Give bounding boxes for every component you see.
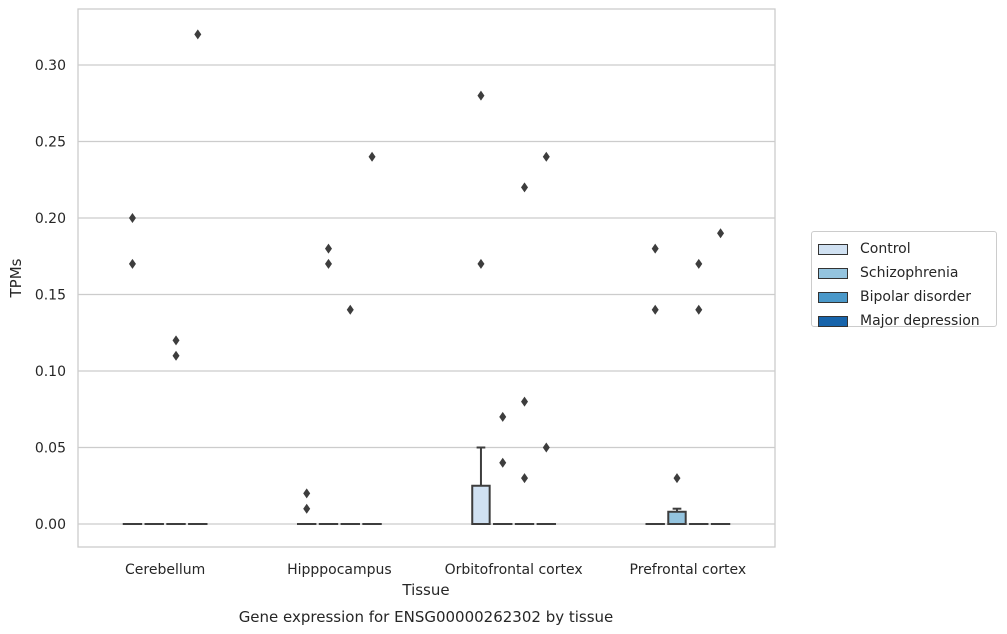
outlier-point: [651, 304, 659, 315]
legend-item: Control: [818, 237, 996, 261]
outlier-point: [717, 228, 725, 239]
box: [471, 446, 491, 525]
x-tick-label: Orbitofrontal cortex: [445, 562, 583, 578]
outlier-point: [194, 29, 202, 40]
outlier-point: [346, 304, 354, 315]
outlier-point: [303, 488, 311, 499]
legend-item: Major depression: [818, 309, 996, 333]
legend-label: Major depression: [860, 313, 980, 329]
outlier-point: [651, 243, 659, 254]
boxes: [122, 446, 731, 526]
box-body: [471, 484, 491, 525]
outlier-point: [477, 90, 485, 101]
outlier-point: [172, 350, 180, 361]
legend-swatch: [818, 291, 848, 303]
outlier-point: [172, 335, 180, 346]
box: [667, 507, 687, 526]
outlier-point: [324, 243, 332, 254]
y-tick-labels: 0.00 0.05 0.10 0.15 0.20 0.25 0.30: [35, 58, 66, 533]
outlier-point: [673, 473, 681, 484]
x-tick-labels: Cerebellum Hipppocampus Orbitofrontal cort…: [125, 562, 746, 578]
chart-title: Gene expression for ENSG00000262302 by t…: [239, 608, 614, 626]
legend-label: Control: [860, 241, 911, 257]
y-tick-label: 0.10: [35, 364, 66, 380]
legend-swatch: [818, 315, 848, 327]
outlier-point: [128, 258, 136, 269]
x-tick-label: Prefrontal cortex: [630, 562, 747, 578]
y-tick-label: 0.30: [35, 58, 66, 74]
outlier-point: [499, 457, 507, 468]
y-tick-label: 0.25: [35, 135, 66, 151]
outlier-point: [542, 442, 550, 453]
outlier-points: [128, 29, 725, 514]
outlier-point: [521, 396, 529, 407]
outlier-point: [477, 258, 485, 269]
outlier-point: [542, 151, 550, 162]
y-tick-label: 0.00: [35, 517, 66, 533]
x-axis-label: Tissue: [401, 581, 449, 599]
legend-swatch: [818, 243, 848, 255]
y-axis-label: TPMs: [7, 258, 25, 298]
legend-item: Bipolar disorder: [818, 285, 996, 309]
legend-label: Bipolar disorder: [860, 289, 972, 305]
x-tick-label: Cerebellum: [125, 562, 205, 578]
legend-swatch: [818, 267, 848, 279]
outlier-point: [303, 503, 311, 514]
plot-area: [77, 8, 776, 548]
box-body: [667, 510, 687, 526]
y-tick-label: 0.05: [35, 441, 66, 457]
legend: Control Schizophrenia Bipolar disorder Majo…: [811, 231, 997, 329]
legend-item: Schizophrenia: [818, 261, 996, 285]
x-tick-label: Hipppocampus: [287, 562, 392, 578]
legend-label: Schizophrenia: [860, 265, 959, 281]
outlier-point: [521, 182, 529, 193]
outlier-point: [499, 411, 507, 422]
outlier-point: [368, 151, 376, 162]
outlier-point: [521, 473, 529, 484]
y-tick-label: 0.20: [35, 211, 66, 227]
y-tick-label: 0.15: [35, 288, 66, 304]
outlier-point: [128, 213, 136, 223]
outlier-point: [324, 258, 332, 269]
outlier-point: [695, 258, 703, 269]
outlier-point: [695, 304, 703, 315]
